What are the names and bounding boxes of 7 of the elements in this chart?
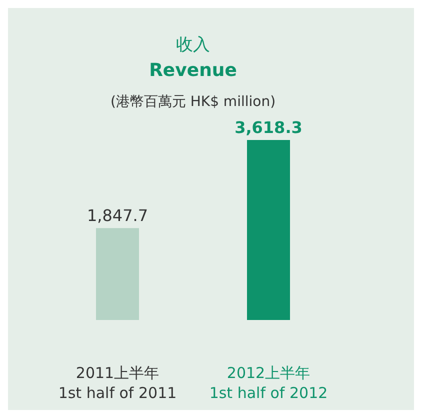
data-label: 3,618.3 [234, 118, 302, 137]
chart-title: 收入 [176, 35, 210, 55]
x-tick-label: 2011上半年 1st half of 2011 [58, 364, 177, 402]
data-label: 1,847.7 [86, 206, 148, 226]
x-tick-label: 2012上半年 1st half of 2012 [209, 364, 328, 402]
y-axis-title: (港幣百萬元 HK$ million) [110, 94, 276, 110]
chart-subtitle: Revenue [149, 60, 237, 81]
